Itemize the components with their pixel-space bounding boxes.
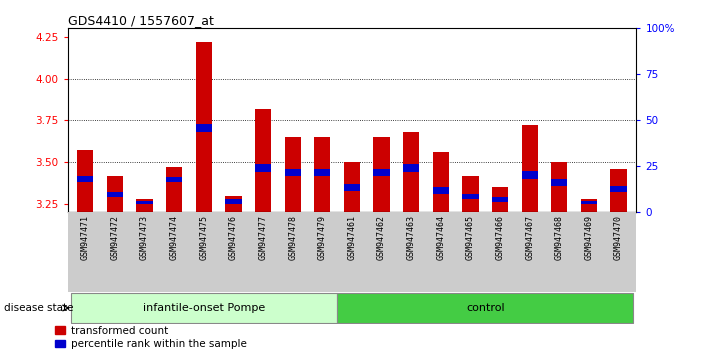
Bar — [611, 185, 626, 192]
Bar — [196, 42, 212, 212]
Bar — [433, 152, 449, 212]
Bar — [225, 199, 242, 204]
Text: control: control — [466, 303, 505, 313]
Bar — [255, 109, 271, 212]
Text: GSM947471: GSM947471 — [81, 215, 90, 260]
Bar — [225, 196, 242, 212]
Bar — [77, 150, 93, 212]
Text: GSM947475: GSM947475 — [199, 215, 208, 260]
Text: infantile-onset Pompe: infantile-onset Pompe — [143, 303, 265, 313]
Text: GSM947469: GSM947469 — [584, 215, 594, 260]
Bar — [107, 176, 123, 212]
Bar — [196, 124, 212, 132]
Text: GSM947465: GSM947465 — [466, 215, 475, 260]
Bar — [403, 164, 419, 172]
Bar — [433, 187, 449, 194]
Text: GSM947462: GSM947462 — [377, 215, 386, 260]
Bar — [373, 169, 390, 176]
Bar — [344, 162, 360, 212]
Bar — [166, 167, 182, 212]
Bar — [462, 194, 479, 199]
Bar — [522, 171, 538, 179]
Bar — [314, 169, 331, 176]
Bar — [255, 164, 271, 172]
Bar — [70, 293, 337, 323]
Text: GSM947468: GSM947468 — [555, 215, 564, 260]
Bar — [107, 192, 123, 197]
Text: GSM947470: GSM947470 — [614, 215, 623, 260]
Bar — [611, 169, 626, 212]
Text: GSM947467: GSM947467 — [525, 215, 534, 260]
Text: GSM947474: GSM947474 — [170, 215, 178, 260]
Bar — [344, 184, 360, 191]
Text: GSM947466: GSM947466 — [496, 215, 505, 260]
Text: GSM947461: GSM947461 — [348, 215, 356, 260]
Text: GSM947479: GSM947479 — [318, 215, 327, 260]
Bar — [337, 293, 634, 323]
Text: GDS4410 / 1557607_at: GDS4410 / 1557607_at — [68, 14, 213, 27]
Bar — [314, 137, 331, 212]
Bar — [284, 169, 301, 176]
Legend: transformed count, percentile rank within the sample: transformed count, percentile rank withi… — [55, 326, 247, 349]
Bar — [581, 199, 597, 212]
Bar — [77, 176, 93, 182]
Text: GSM947463: GSM947463 — [407, 215, 416, 260]
Bar — [522, 125, 538, 212]
Text: GSM947476: GSM947476 — [229, 215, 238, 260]
Bar — [284, 137, 301, 212]
Bar — [462, 176, 479, 212]
Text: disease state: disease state — [4, 303, 73, 313]
Bar — [492, 197, 508, 202]
Bar — [492, 187, 508, 212]
Text: GSM947477: GSM947477 — [259, 215, 267, 260]
Text: GSM947464: GSM947464 — [437, 215, 445, 260]
Bar — [137, 199, 153, 212]
Text: GSM947478: GSM947478 — [288, 215, 297, 260]
Bar — [373, 137, 390, 212]
Bar — [137, 201, 153, 204]
Bar — [581, 201, 597, 204]
Bar — [551, 179, 567, 185]
Text: GSM947472: GSM947472 — [110, 215, 119, 260]
Bar — [403, 132, 419, 212]
Bar — [551, 162, 567, 212]
Text: GSM947473: GSM947473 — [140, 215, 149, 260]
Bar — [166, 177, 182, 182]
